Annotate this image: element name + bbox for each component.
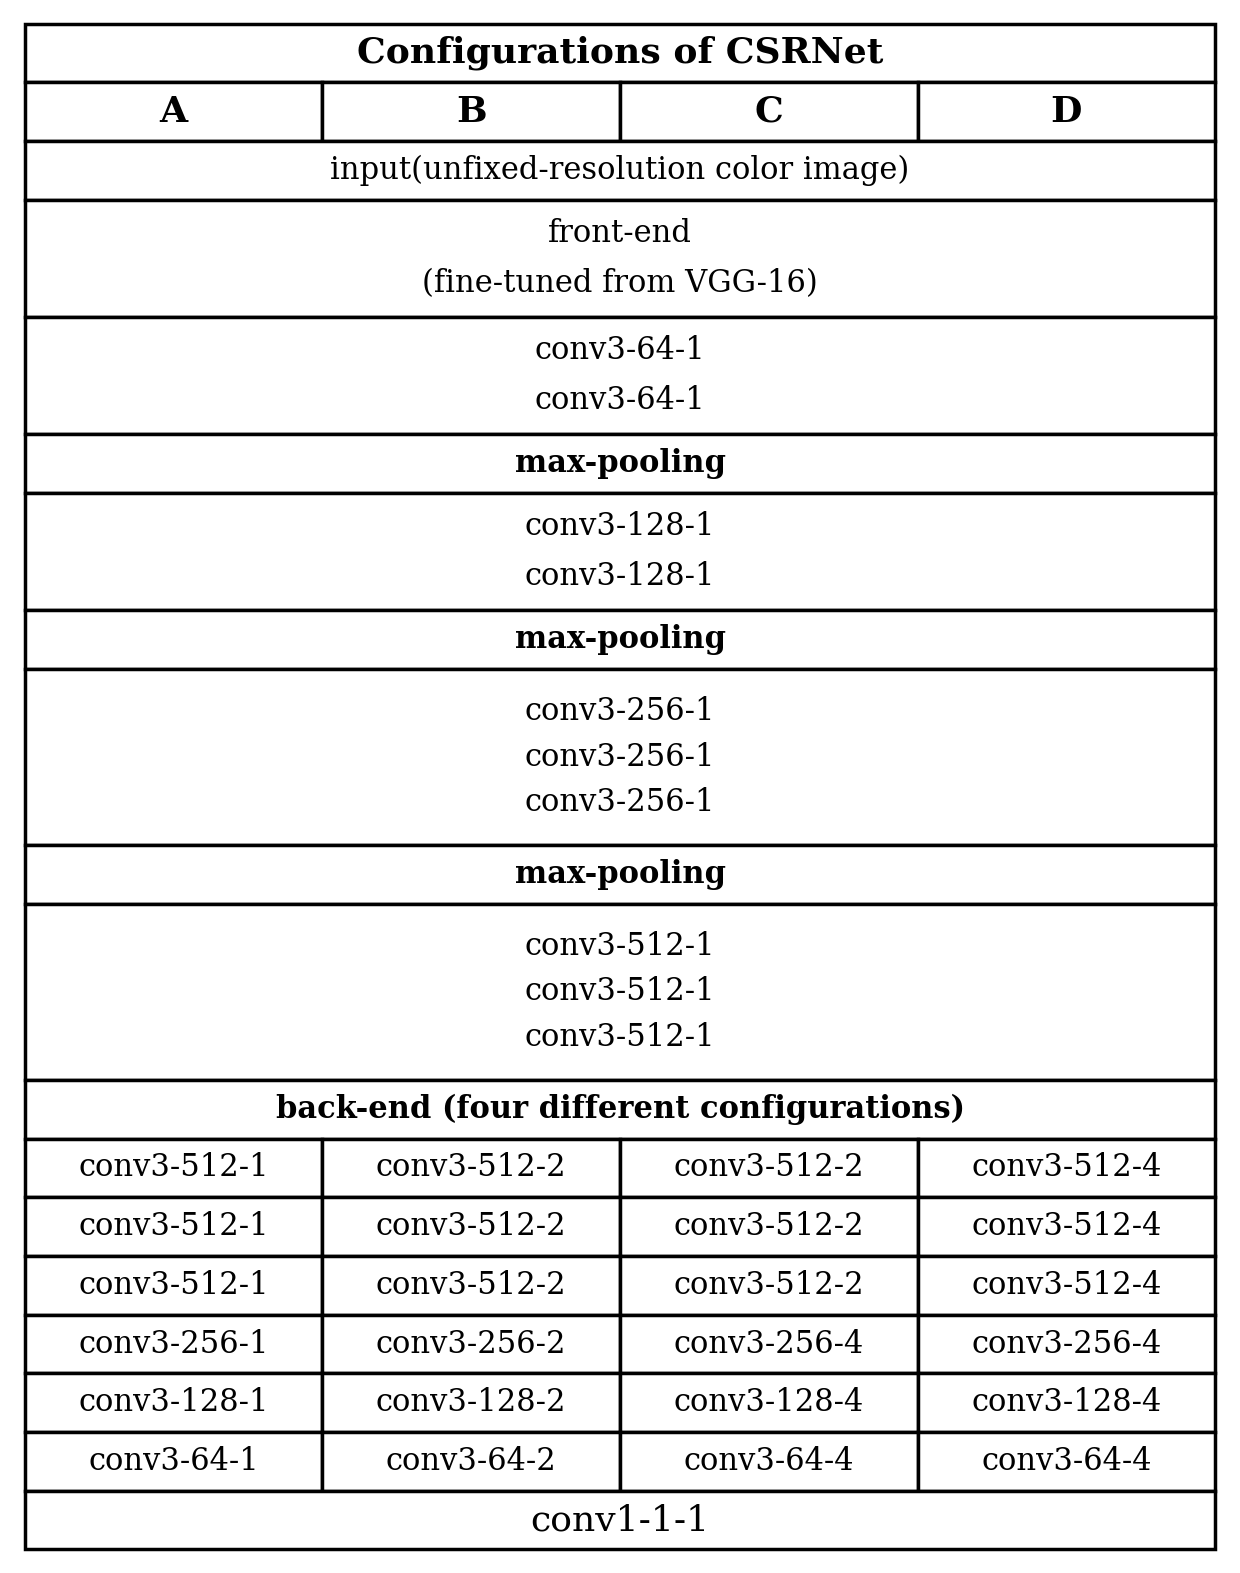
Bar [620, 1139, 918, 1197]
Bar [620, 1373, 918, 1431]
Bar [918, 1255, 1215, 1315]
Bar [25, 1373, 322, 1431]
Bar [25, 82, 322, 142]
Text: D: D [1050, 94, 1083, 129]
Text: conv1-1-1: conv1-1-1 [531, 1504, 709, 1537]
Text: B: B [456, 94, 486, 129]
Bar [25, 492, 1215, 610]
Bar [322, 1197, 620, 1255]
Text: C: C [754, 94, 784, 129]
Text: conv3-128-4: conv3-128-4 [971, 1387, 1162, 1419]
Bar [322, 82, 620, 142]
Text: max-pooling: max-pooling [515, 859, 725, 890]
Bar [918, 1139, 1215, 1197]
Bar [918, 82, 1215, 142]
Bar [25, 1081, 1215, 1139]
Bar [322, 1431, 620, 1491]
Text: conv3-512-1: conv3-512-1 [78, 1269, 269, 1301]
Bar [25, 1197, 322, 1255]
Bar [25, 1431, 322, 1491]
Bar [918, 1373, 1215, 1431]
Bar [322, 1255, 620, 1315]
Bar [322, 1139, 620, 1197]
Text: input(unfixed-resolution color image): input(unfixed-resolution color image) [330, 154, 910, 186]
Text: conv3-256-2: conv3-256-2 [376, 1329, 567, 1359]
Bar [918, 1315, 1215, 1373]
Text: conv3-64-1: conv3-64-1 [88, 1446, 259, 1477]
Text: conv3-64-1
conv3-64-1: conv3-64-1 conv3-64-1 [534, 335, 706, 417]
Bar [25, 142, 1215, 200]
Text: conv3-64-4: conv3-64-4 [683, 1446, 854, 1477]
Text: conv3-128-4: conv3-128-4 [673, 1387, 864, 1419]
Bar [620, 1197, 918, 1255]
Text: conv3-256-4: conv3-256-4 [673, 1329, 864, 1359]
Text: conv3-512-4: conv3-512-4 [971, 1211, 1162, 1243]
Text: conv3-512-2: conv3-512-2 [376, 1153, 567, 1183]
Text: conv3-512-4: conv3-512-4 [971, 1269, 1162, 1301]
Bar [25, 200, 1215, 318]
Bar [25, 845, 1215, 904]
Text: conv3-512-1
conv3-512-1
conv3-512-1: conv3-512-1 conv3-512-1 conv3-512-1 [525, 931, 715, 1052]
Text: conv3-512-2: conv3-512-2 [673, 1269, 864, 1301]
Bar [620, 1431, 918, 1491]
Text: Configurations of CSRNet: Configurations of CSRNet [357, 36, 883, 71]
Text: conv3-512-1: conv3-512-1 [78, 1211, 269, 1243]
Text: conv3-256-1
conv3-256-1
conv3-256-1: conv3-256-1 conv3-256-1 conv3-256-1 [525, 697, 715, 818]
Bar [918, 1197, 1215, 1255]
Bar [25, 318, 1215, 434]
Text: conv3-512-2: conv3-512-2 [673, 1211, 864, 1243]
Text: A: A [160, 94, 187, 129]
Bar [25, 610, 1215, 669]
Text: conv3-64-2: conv3-64-2 [386, 1446, 557, 1477]
Text: max-pooling: max-pooling [515, 448, 725, 480]
Bar [322, 1373, 620, 1431]
Text: conv3-128-2: conv3-128-2 [376, 1387, 567, 1419]
Text: conv3-512-1: conv3-512-1 [78, 1153, 269, 1183]
Bar [322, 1315, 620, 1373]
Bar [25, 1255, 322, 1315]
Bar [25, 24, 1215, 82]
Text: conv3-64-4: conv3-64-4 [981, 1446, 1152, 1477]
Text: conv3-512-2: conv3-512-2 [376, 1211, 567, 1243]
Bar [25, 434, 1215, 492]
Text: conv3-128-1: conv3-128-1 [78, 1387, 269, 1419]
Bar [25, 669, 1215, 845]
Bar [25, 1491, 1215, 1549]
Bar [620, 1255, 918, 1315]
Text: conv3-512-2: conv3-512-2 [376, 1269, 567, 1301]
Text: conv3-128-1
conv3-128-1: conv3-128-1 conv3-128-1 [525, 511, 715, 593]
Text: conv3-256-4: conv3-256-4 [971, 1329, 1162, 1359]
Bar [620, 1315, 918, 1373]
Bar [918, 1431, 1215, 1491]
Bar [25, 904, 1215, 1081]
Bar [25, 1315, 322, 1373]
Text: back-end (four different configurations): back-end (four different configurations) [275, 1093, 965, 1125]
Text: conv3-256-1: conv3-256-1 [78, 1329, 269, 1359]
Text: max-pooling: max-pooling [515, 624, 725, 656]
Bar [620, 82, 918, 142]
Text: conv3-512-4: conv3-512-4 [971, 1153, 1162, 1183]
Bar [25, 1139, 322, 1197]
Text: front-end
(fine-tuned from VGG-16): front-end (fine-tuned from VGG-16) [422, 217, 818, 299]
Text: conv3-512-2: conv3-512-2 [673, 1153, 864, 1183]
